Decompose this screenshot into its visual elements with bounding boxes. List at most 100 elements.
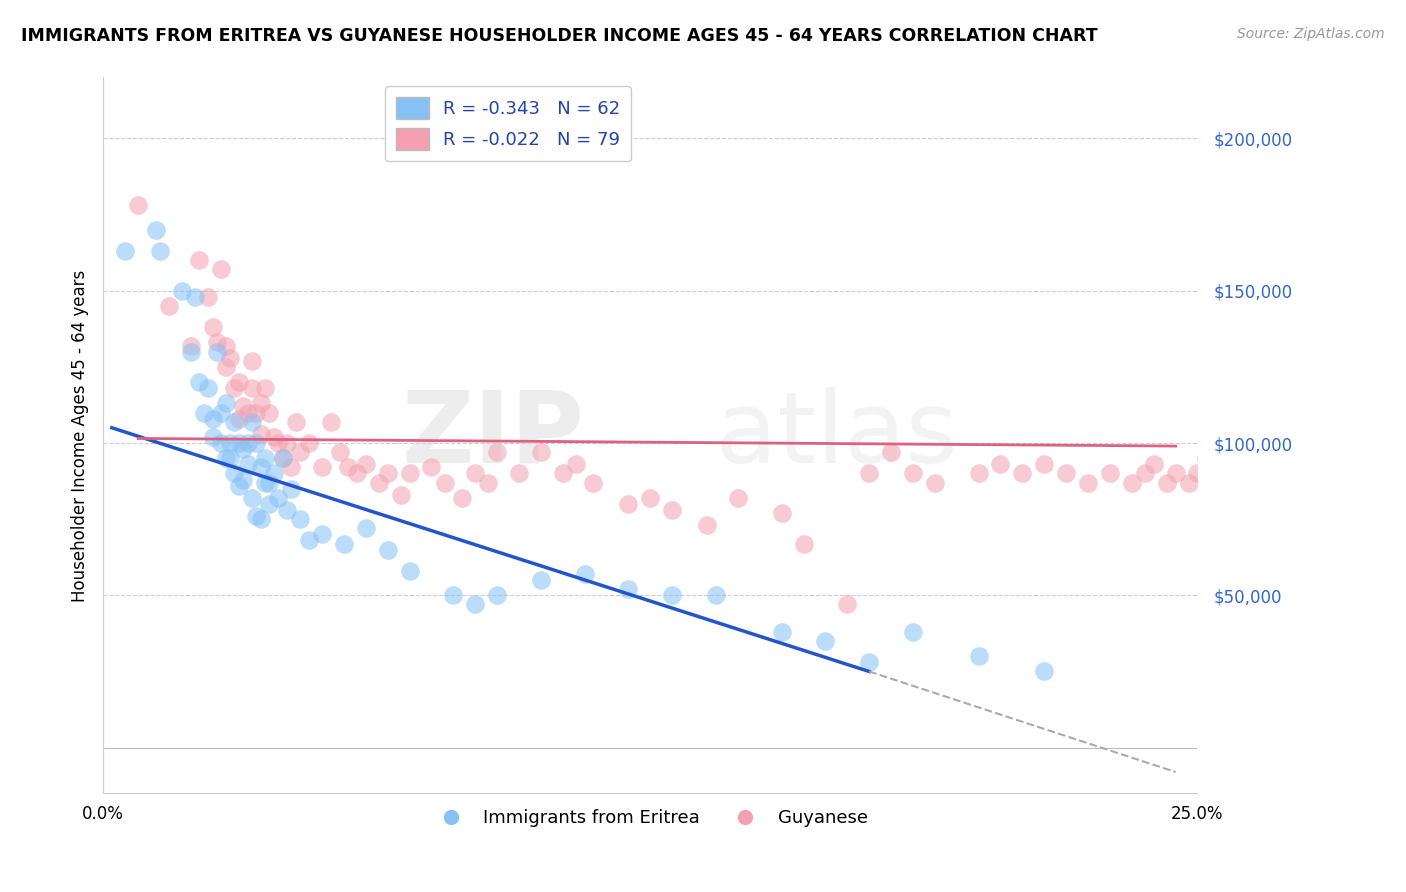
Point: [236, 405, 259, 419]
Point: [967, 649, 990, 664]
Point: [574, 567, 596, 582]
Text: ZIP: ZIP: [402, 387, 585, 483]
Point: [1077, 475, 1099, 490]
Point: [249, 512, 271, 526]
Point: [197, 381, 219, 395]
Point: [333, 536, 356, 550]
Point: [201, 430, 224, 444]
Point: [551, 467, 574, 481]
Point: [1133, 467, 1156, 481]
Point: [228, 478, 250, 492]
Point: [249, 426, 271, 441]
Point: [209, 436, 232, 450]
Point: [263, 430, 285, 444]
Point: [259, 497, 281, 511]
Point: [1164, 467, 1187, 481]
Point: [232, 473, 254, 487]
Point: [145, 223, 167, 237]
Point: [240, 353, 263, 368]
Point: [236, 436, 259, 450]
Point: [224, 415, 246, 429]
Text: atlas: atlas: [716, 387, 957, 483]
Point: [271, 451, 294, 466]
Point: [157, 299, 180, 313]
Point: [1121, 475, 1143, 490]
Point: [346, 467, 368, 481]
Point: [901, 624, 924, 639]
Point: [311, 460, 333, 475]
Point: [420, 460, 443, 475]
Point: [114, 244, 136, 258]
Point: [486, 445, 509, 459]
Point: [967, 467, 990, 481]
Point: [377, 542, 399, 557]
Point: [127, 198, 149, 212]
Point: [219, 451, 242, 466]
Point: [530, 445, 553, 459]
Point: [770, 506, 793, 520]
Point: [228, 411, 250, 425]
Point: [727, 491, 749, 505]
Point: [254, 381, 277, 395]
Point: [311, 527, 333, 541]
Point: [367, 475, 389, 490]
Point: [149, 244, 172, 258]
Point: [188, 375, 211, 389]
Point: [298, 533, 321, 548]
Point: [276, 503, 298, 517]
Point: [224, 381, 246, 395]
Point: [254, 451, 277, 466]
Point: [858, 656, 880, 670]
Point: [193, 405, 215, 419]
Point: [1177, 475, 1199, 490]
Point: [215, 359, 238, 374]
Point: [990, 458, 1012, 472]
Point: [236, 458, 259, 472]
Point: [205, 335, 228, 350]
Point: [441, 588, 464, 602]
Point: [280, 460, 302, 475]
Point: [1156, 475, 1178, 490]
Point: [377, 467, 399, 481]
Point: [1011, 467, 1033, 481]
Point: [924, 475, 946, 490]
Point: [451, 491, 474, 505]
Point: [245, 436, 267, 450]
Point: [240, 381, 263, 395]
Point: [1187, 467, 1209, 481]
Point: [288, 445, 311, 459]
Point: [858, 467, 880, 481]
Point: [464, 467, 486, 481]
Point: [284, 415, 307, 429]
Y-axis label: Householder Income Ages 45 - 64 years: Householder Income Ages 45 - 64 years: [72, 269, 89, 601]
Point: [582, 475, 605, 490]
Point: [398, 564, 420, 578]
Point: [209, 262, 232, 277]
Point: [240, 415, 263, 429]
Point: [249, 460, 271, 475]
Point: [792, 536, 814, 550]
Point: [837, 598, 859, 612]
Point: [215, 451, 238, 466]
Point: [201, 320, 224, 334]
Point: [288, 512, 311, 526]
Text: Source: ZipAtlas.com: Source: ZipAtlas.com: [1237, 27, 1385, 41]
Point: [184, 290, 207, 304]
Point: [276, 436, 298, 450]
Point: [1033, 458, 1056, 472]
Point: [201, 411, 224, 425]
Point: [661, 503, 683, 517]
Point: [337, 460, 360, 475]
Point: [814, 634, 837, 648]
Point: [205, 344, 228, 359]
Point: [263, 467, 285, 481]
Point: [477, 475, 499, 490]
Point: [180, 338, 202, 352]
Point: [215, 396, 238, 410]
Point: [1143, 458, 1166, 472]
Point: [170, 284, 193, 298]
Point: [249, 396, 271, 410]
Point: [328, 445, 350, 459]
Point: [398, 467, 420, 481]
Point: [617, 497, 640, 511]
